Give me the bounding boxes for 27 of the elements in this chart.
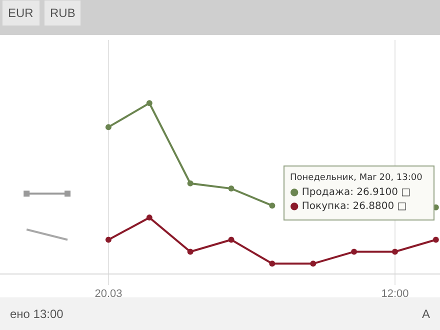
- point: [105, 124, 112, 130]
- text: ено 13:00: [10, 307, 64, 321]
- point: [269, 260, 276, 267]
- text: RUB: [50, 6, 76, 20]
- text: Покупка: 26.8800 □: [302, 201, 407, 212]
- point: [228, 236, 234, 243]
- point: [432, 236, 439, 243]
- point: [187, 248, 194, 255]
- point: [146, 214, 152, 221]
- point: [105, 236, 112, 243]
- text: EUR: [8, 6, 34, 20]
- point: [310, 260, 316, 267]
- point: [228, 186, 234, 192]
- annotation: ●: [290, 187, 299, 198]
- x-tick-label: 12:00: [381, 288, 409, 300]
- text: А: [422, 307, 430, 321]
- text: ●: [290, 201, 299, 212]
- x-tick-label: 20.03: [94, 288, 122, 300]
- point: [269, 202, 276, 209]
- point: [24, 190, 30, 197]
- point: [351, 248, 358, 255]
- point: [187, 180, 194, 186]
- point: [392, 248, 398, 255]
- point: [64, 190, 71, 197]
- point: [146, 100, 152, 106]
- text: Продажа: 26.9100 □: [302, 187, 411, 198]
- annotation: Понедельник, Mar 20, 13:00: [290, 173, 423, 183]
